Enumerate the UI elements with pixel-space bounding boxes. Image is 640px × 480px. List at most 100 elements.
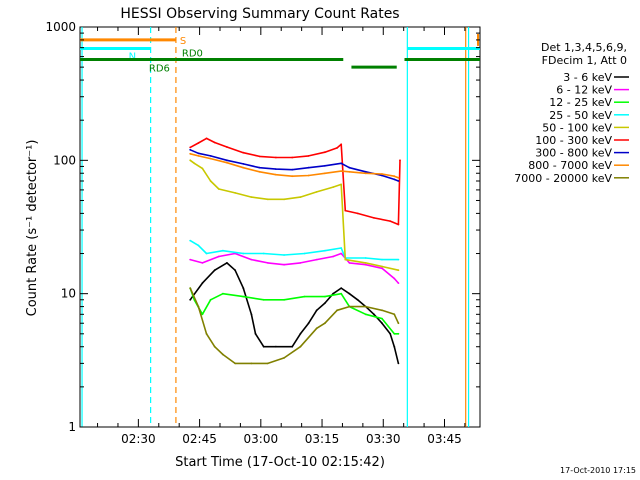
data-point-12-25-kev <box>222 292 224 295</box>
data-point-300-800-kev <box>189 148 192 151</box>
data-point-800-7000-kev <box>226 161 228 164</box>
data-point-7000-20000-kev <box>364 305 367 308</box>
legend-header-line-2: FDecim 1, Att 0 <box>542 54 627 67</box>
data-point-3-6-kev <box>234 269 237 272</box>
data-point-3-6-kev <box>393 345 396 348</box>
data-point-7000-20000-kev <box>266 362 269 365</box>
state-label-s: S <box>180 36 186 47</box>
data-point-50-100-kev <box>340 183 343 186</box>
data-point-7000-20000-kev <box>213 345 216 348</box>
y-tick-label-100: 100 <box>53 153 76 167</box>
plot-frame <box>79 26 481 428</box>
data-point-3-6-kev <box>332 292 334 295</box>
data-point-50-100-kev <box>189 159 192 162</box>
x-tick-label-02-30: 02:30 <box>121 432 156 446</box>
chart-title: HESSI Observing Summary Count Rates <box>120 6 399 22</box>
data-point-800-7000-kev <box>189 152 192 155</box>
data-point-7000-20000-kev <box>299 345 302 348</box>
data-point-3-6-kev <box>250 313 253 316</box>
data-point-3-6-kev <box>315 309 318 312</box>
data-point-50-100-kev <box>397 269 400 272</box>
series-line-6-12-kev <box>189 252 399 284</box>
data-point-100-300-kev <box>324 151 326 154</box>
data-point-3-6-kev <box>324 302 326 304</box>
data-point-300-800-kev <box>340 162 343 165</box>
data-point-6-12-kev <box>397 282 400 284</box>
data-point-12-25-kev <box>201 313 204 316</box>
data-point-3-6-kev <box>242 287 245 289</box>
data-point-100-300-kev <box>189 146 192 149</box>
data-point-300-800-kev <box>242 163 245 165</box>
data-point-12-25-kev <box>262 298 265 301</box>
data-point-12-25-kev <box>242 295 245 298</box>
legend-label-100-300-kev: 100 - 300 keV <box>535 134 612 147</box>
series-line-25-50-kev <box>189 239 399 261</box>
data-point-100-300-kev <box>340 143 343 146</box>
data-point-100-300-kev <box>226 146 228 148</box>
legend-label-7000-20000-kev: 7000 - 20000 keV <box>514 172 612 185</box>
data-point-100-300-kev <box>373 217 375 219</box>
data-point-800-7000-kev <box>209 157 212 160</box>
data-point-7000-20000-kev <box>336 309 338 312</box>
data-point-6-12-kev <box>217 255 220 258</box>
data-point-800-7000-kev <box>242 166 245 169</box>
data-point-800-7000-kev <box>348 170 351 173</box>
data-point-6-12-kev <box>250 258 253 261</box>
data-point-3-6-kev <box>381 322 383 325</box>
data-point-3-6-kev <box>373 313 375 316</box>
legend-label-800-7000-kev: 800 - 7000 keV <box>528 159 612 172</box>
plot-lines <box>189 137 401 365</box>
data-point-3-6-kev <box>262 345 265 348</box>
data-point-800-7000-kev <box>275 173 277 176</box>
data-point-3-6-kev <box>397 362 400 365</box>
data-point-300-800-kev <box>258 166 261 169</box>
legend: Det 1,3,4,5,6,9, FDecim 1, Att 0 3 - 6 k… <box>514 41 629 185</box>
data-point-25-50-kev <box>397 258 400 261</box>
data-point-3-6-kev <box>189 298 192 301</box>
data-point-7000-20000-kev <box>348 305 351 308</box>
data-point-800-7000-kev <box>197 155 200 157</box>
data-point-100-300-kev <box>336 147 338 149</box>
data-point-6-12-kev <box>364 263 367 266</box>
data-point-50-100-kev <box>266 198 269 201</box>
data-point-12-25-kev <box>283 298 285 301</box>
data-point-3-6-kev <box>213 269 216 272</box>
data-point-6-12-kev <box>266 262 269 264</box>
data-point-3-6-kev <box>275 345 277 348</box>
data-point-300-800-kev <box>393 178 396 181</box>
data-point-50-100-kev <box>283 198 285 201</box>
data-point-100-300-kev <box>399 159 401 162</box>
data-point-800-7000-kev <box>397 176 400 179</box>
y-tick-label-10: 10 <box>61 287 76 301</box>
data-point-12-25-kev <box>324 295 326 298</box>
data-point-6-12-kev <box>340 252 343 255</box>
state-label-n: N <box>129 51 136 62</box>
state-label-rd6: RD6 <box>149 64 170 75</box>
data-point-800-7000-kev <box>364 172 367 175</box>
data-point-3-6-kev <box>340 287 343 289</box>
series-line-800-7000-kev <box>190 153 399 179</box>
data-point-100-300-kev <box>197 142 200 144</box>
data-point-6-12-kev <box>393 277 396 280</box>
x-tick-label-03-00: 03:00 <box>244 432 279 446</box>
data-point-50-100-kev <box>250 196 253 199</box>
annotations: S N RD0 RD6 <box>80 27 480 427</box>
footer-timestamp: 17-Oct-2010 17:15 <box>560 466 636 475</box>
data-point-300-800-kev <box>197 152 200 155</box>
data-point-12-25-kev <box>381 317 383 320</box>
data-point-6-12-kev <box>381 267 383 270</box>
data-point-100-300-kev <box>205 137 208 140</box>
data-point-100-300-kev <box>356 212 359 215</box>
data-point-25-50-kev <box>242 252 245 255</box>
plot-area-frame <box>79 26 481 428</box>
x-tick-label-03-30: 03:30 <box>366 432 401 446</box>
data-point-800-7000-kev <box>324 172 326 175</box>
data-point-25-50-kev <box>222 249 224 252</box>
data-point-100-300-kev <box>258 155 261 158</box>
data-point-50-100-kev <box>315 191 318 193</box>
data-point-300-800-kev <box>291 168 294 171</box>
data-point-25-50-kev <box>340 247 343 249</box>
data-point-7000-20000-kev <box>222 353 224 356</box>
data-point-12-25-kev <box>393 332 396 335</box>
state-label-rd0: RD0 <box>182 49 203 60</box>
